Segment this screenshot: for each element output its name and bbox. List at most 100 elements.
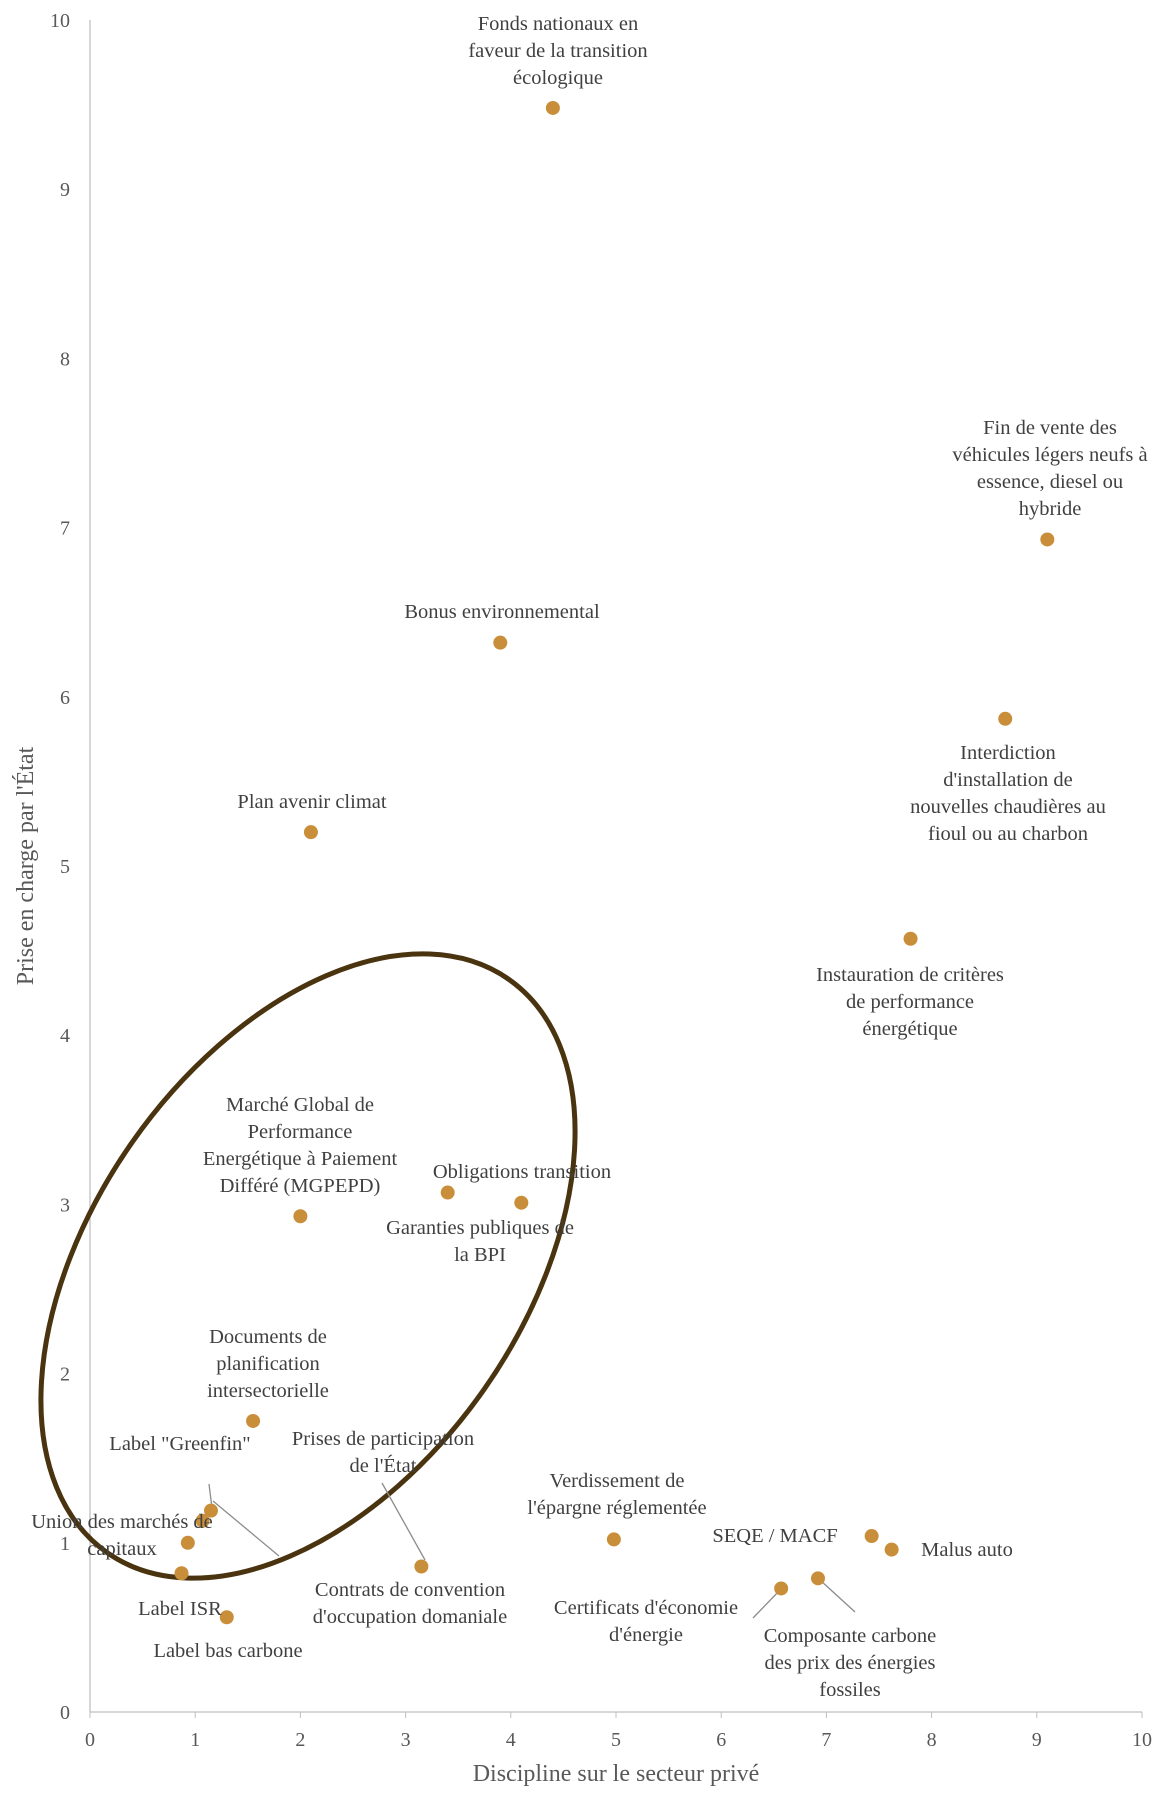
point-label-line: capitaux <box>87 1538 156 1560</box>
data-point <box>514 1195 529 1210</box>
point-label-line: fossiles <box>819 1679 881 1701</box>
point-label-line: la BPI <box>454 1244 506 1266</box>
point-label: Plan avenir climat <box>237 791 386 813</box>
point-label: Composante carbone des prix des énergies f… <box>764 1625 937 1701</box>
leader-line <box>819 1579 856 1613</box>
x-tick-label: 5 <box>611 1729 621 1751</box>
point-label-line: Label bas carbone <box>153 1640 302 1662</box>
point-label-line: d'énergie <box>609 1624 683 1646</box>
x-tick-label: 1 <box>190 1729 200 1751</box>
point-label-line: Bonus environnemental <box>404 601 600 623</box>
point-label: Label ISR <box>138 1598 222 1620</box>
point-label: Fin de vente des véhicules légers neufs à… <box>952 417 1147 520</box>
data-point <box>303 825 318 840</box>
point-label: Union des marchés de capitaux <box>31 1511 213 1560</box>
point-label: Contrats de convention d'occupation doman… <box>313 1579 507 1628</box>
data-point <box>998 711 1013 726</box>
point-label: Garanties publiques de la BPI <box>386 1217 574 1266</box>
point-label-line: Contrats de convention <box>315 1579 505 1601</box>
point-label-line: faveur de la transition <box>468 40 647 62</box>
point-label-line: énergétique <box>862 1018 957 1040</box>
point-label-line: Interdiction <box>960 742 1056 764</box>
y-axis-title: Prise en charge par l'État <box>13 746 39 985</box>
y-tick-label: 8 <box>60 348 70 370</box>
point-label-line: de l'État <box>350 1454 417 1477</box>
x-tick-label: 0 <box>85 1729 95 1751</box>
point-label-line: Union des marchés de <box>31 1511 213 1533</box>
point-label-line: d'occupation domaniale <box>313 1606 507 1628</box>
point-label: Prises de participation de l'État <box>292 1428 474 1477</box>
point-label: Malus auto <box>921 1539 1013 1561</box>
point-label: Documents de planification intersectoriell… <box>207 1326 329 1402</box>
point-label: Label "Greenfin" <box>109 1433 250 1455</box>
data-point <box>774 1581 789 1596</box>
y-tick-label: 6 <box>60 687 70 709</box>
data-point <box>174 1566 189 1581</box>
point-label: Obligations transition <box>433 1161 611 1183</box>
point-label-line: Garanties publiques de <box>386 1217 574 1239</box>
point-label: Marché Global de Performance Energétique à… <box>203 1094 398 1197</box>
data-point <box>810 1571 825 1586</box>
data-point <box>864 1529 879 1544</box>
point-label-line: Label ISR <box>138 1598 222 1620</box>
point-label-line: essence, diesel ou <box>977 471 1123 493</box>
point-label-line: de performance <box>846 991 974 1013</box>
point-label-line: Instauration de critères <box>816 964 1004 986</box>
point-label-line: fioul ou au charbon <box>928 823 1088 845</box>
point-label-line: Energétique à Paiement <box>203 1148 398 1170</box>
point-label: Interdiction d'installation de nouvelles c… <box>910 742 1106 845</box>
y-tick-label: 3 <box>60 1194 70 1216</box>
point-label-line: Fonds nationaux en <box>478 13 639 35</box>
point-label-line: des prix des énergies <box>765 1652 936 1674</box>
data-point <box>903 931 918 946</box>
point-label-line: Marché Global de <box>226 1094 374 1116</box>
data-point <box>545 100 560 115</box>
point-label-line: Obligations transition <box>433 1161 611 1183</box>
data-point <box>440 1185 455 1200</box>
data-point <box>1040 532 1055 547</box>
x-axis-title: Discipline sur le secteur privé <box>473 1761 760 1787</box>
x-tick-label: 10 <box>1132 1729 1152 1751</box>
leader-line <box>752 1589 781 1619</box>
y-tick-label: 1 <box>60 1533 70 1555</box>
point-label-line: Certificats d'économie <box>554 1597 738 1619</box>
point-label-line: nouvelles chaudières au <box>910 796 1106 818</box>
x-tick-label: 4 <box>506 1729 516 1751</box>
y-tick-label: 2 <box>60 1364 70 1386</box>
point-label-line: l'épargne réglementée <box>527 1497 706 1519</box>
point-label-line: Prises de participation <box>292 1428 474 1450</box>
data-point <box>195 1513 210 1528</box>
point-label-line: Label "Greenfin" <box>109 1433 250 1455</box>
point-label-line: Performance <box>248 1121 353 1143</box>
y-tick-label: 4 <box>60 1025 70 1047</box>
annotation-layer <box>38 951 578 1581</box>
point-label-line: véhicules légers neufs à <box>952 444 1147 466</box>
data-point <box>180 1535 195 1550</box>
data-point <box>493 635 508 650</box>
axes <box>89 20 1142 1713</box>
point-label: Verdissement de l'épargne réglementée <box>527 1470 706 1519</box>
highlight-ellipse <box>38 951 578 1581</box>
point-label-line: hybride <box>1019 498 1082 520</box>
leader-line <box>212 1500 280 1557</box>
x-tick-label: 7 <box>821 1729 831 1751</box>
tick-labels: 0 1 2 3 4 5 6 7 8 9 10 0 1 2 3 4 5 6 7 8 9 10 <box>50 10 1152 1751</box>
point-label-line: Composante carbone <box>764 1625 937 1647</box>
point-label-line: planification <box>216 1353 320 1375</box>
x-tick-label: 6 <box>716 1729 726 1751</box>
y-tick-label: 5 <box>60 856 70 878</box>
x-tick-label: 8 <box>927 1729 937 1751</box>
x-tick-label: 9 <box>1032 1729 1042 1751</box>
y-tick-label: 10 <box>50 10 70 32</box>
point-label: Fonds nationaux en faveur de la transitio… <box>468 13 647 89</box>
y-tick-label: 0 <box>60 1702 70 1724</box>
data-points <box>174 100 1055 1625</box>
point-label-line: Malus auto <box>921 1539 1013 1561</box>
point-label: SEQE / MACF <box>712 1525 837 1547</box>
data-point <box>203 1503 218 1518</box>
point-label: Instauration de critères de performance én… <box>816 964 1004 1040</box>
data-point <box>414 1559 429 1574</box>
point-label-line: SEQE / MACF <box>712 1525 837 1547</box>
data-point <box>606 1532 621 1547</box>
